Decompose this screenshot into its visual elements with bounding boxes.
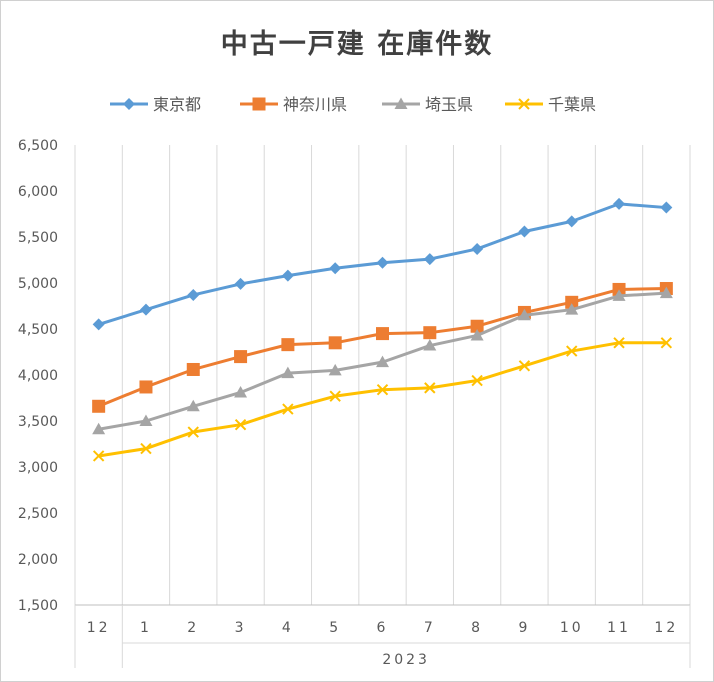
data-point — [139, 303, 152, 316]
y-tick-label: 6,000 — [18, 184, 58, 200]
data-point — [612, 289, 626, 301]
data-point — [234, 350, 248, 364]
data-point — [471, 242, 484, 255]
data-point — [470, 328, 484, 341]
x-tick-label: 10 — [560, 620, 584, 636]
data-point — [187, 288, 200, 301]
data-point — [471, 374, 483, 387]
data-point — [376, 355, 389, 368]
x-tick-label: 2 — [187, 620, 199, 636]
x-tick-label: 3 — [235, 620, 247, 636]
data-point — [186, 362, 200, 376]
data-point — [92, 422, 106, 435]
data-point — [92, 450, 105, 462]
data-point — [187, 426, 199, 438]
data-point — [376, 256, 389, 269]
data-point — [565, 303, 579, 315]
y-tick-label: 2,500 — [18, 506, 58, 522]
legend-marker — [518, 98, 530, 110]
data-point — [376, 384, 389, 396]
data-point — [518, 225, 531, 238]
data-point — [234, 418, 247, 431]
data-point — [424, 382, 436, 394]
legend-marker — [394, 97, 408, 109]
data-point — [376, 327, 389, 341]
data-point — [470, 319, 484, 333]
data-point — [565, 215, 578, 228]
legend-label: 埼玉県 — [425, 95, 473, 114]
data-point — [613, 197, 626, 210]
data-point — [660, 337, 673, 349]
data-point — [234, 277, 247, 290]
legend-marker — [123, 98, 135, 110]
x-tick-label: 6 — [377, 620, 389, 636]
x-tick-label: 4 — [282, 620, 294, 636]
data-point — [328, 363, 342, 376]
x-tick-label: 11 — [607, 620, 631, 636]
data-point — [566, 345, 578, 357]
data-point — [186, 399, 200, 412]
y-tick-label: 4,500 — [18, 322, 58, 338]
y-tick-label: 6,500 — [18, 138, 58, 154]
data-point — [423, 339, 437, 351]
x-tick-label: 1 — [140, 620, 152, 636]
y-tick-label: 2,000 — [18, 552, 58, 568]
data-point — [328, 336, 342, 350]
data-point — [423, 326, 437, 340]
data-point — [281, 338, 295, 352]
data-point — [92, 318, 105, 331]
data-point — [281, 366, 295, 379]
data-point — [139, 380, 153, 394]
x-tick-label: 7 — [424, 620, 436, 636]
legend-label: 千葉県 — [548, 95, 596, 114]
x-group-label: 2023 — [382, 652, 430, 668]
data-point — [565, 295, 579, 309]
legend-marker — [252, 97, 266, 111]
x-tick-label: 9 — [518, 620, 530, 636]
chart-title: 中古一戸建 在庫件数 — [220, 29, 494, 60]
data-point — [659, 286, 673, 299]
data-point — [92, 399, 106, 413]
data-point — [140, 442, 152, 455]
data-point — [139, 414, 153, 426]
x-tick-label: 5 — [329, 620, 341, 636]
data-point — [613, 337, 625, 349]
y-tick-label: 3,500 — [18, 414, 58, 430]
data-point — [423, 253, 436, 266]
data-point — [660, 201, 673, 214]
x-tick-label: 12 — [87, 620, 111, 636]
data-point — [281, 269, 294, 282]
legend-label: 東京都 — [153, 95, 201, 114]
y-tick-label: 5,500 — [18, 230, 58, 246]
x-tick-label: 8 — [471, 620, 483, 636]
y-tick-label: 5,000 — [18, 276, 58, 292]
data-point — [329, 390, 341, 402]
legend-label: 神奈川県 — [283, 95, 347, 114]
data-point — [518, 360, 531, 372]
data-point — [329, 262, 342, 275]
data-point — [282, 403, 294, 415]
y-tick-label: 1,500 — [18, 598, 58, 614]
x-tick-label: 12 — [654, 620, 678, 636]
data-point — [517, 308, 531, 321]
y-tick-label: 4,000 — [18, 368, 58, 384]
data-point — [234, 385, 248, 398]
y-tick-label: 3,000 — [18, 460, 58, 476]
